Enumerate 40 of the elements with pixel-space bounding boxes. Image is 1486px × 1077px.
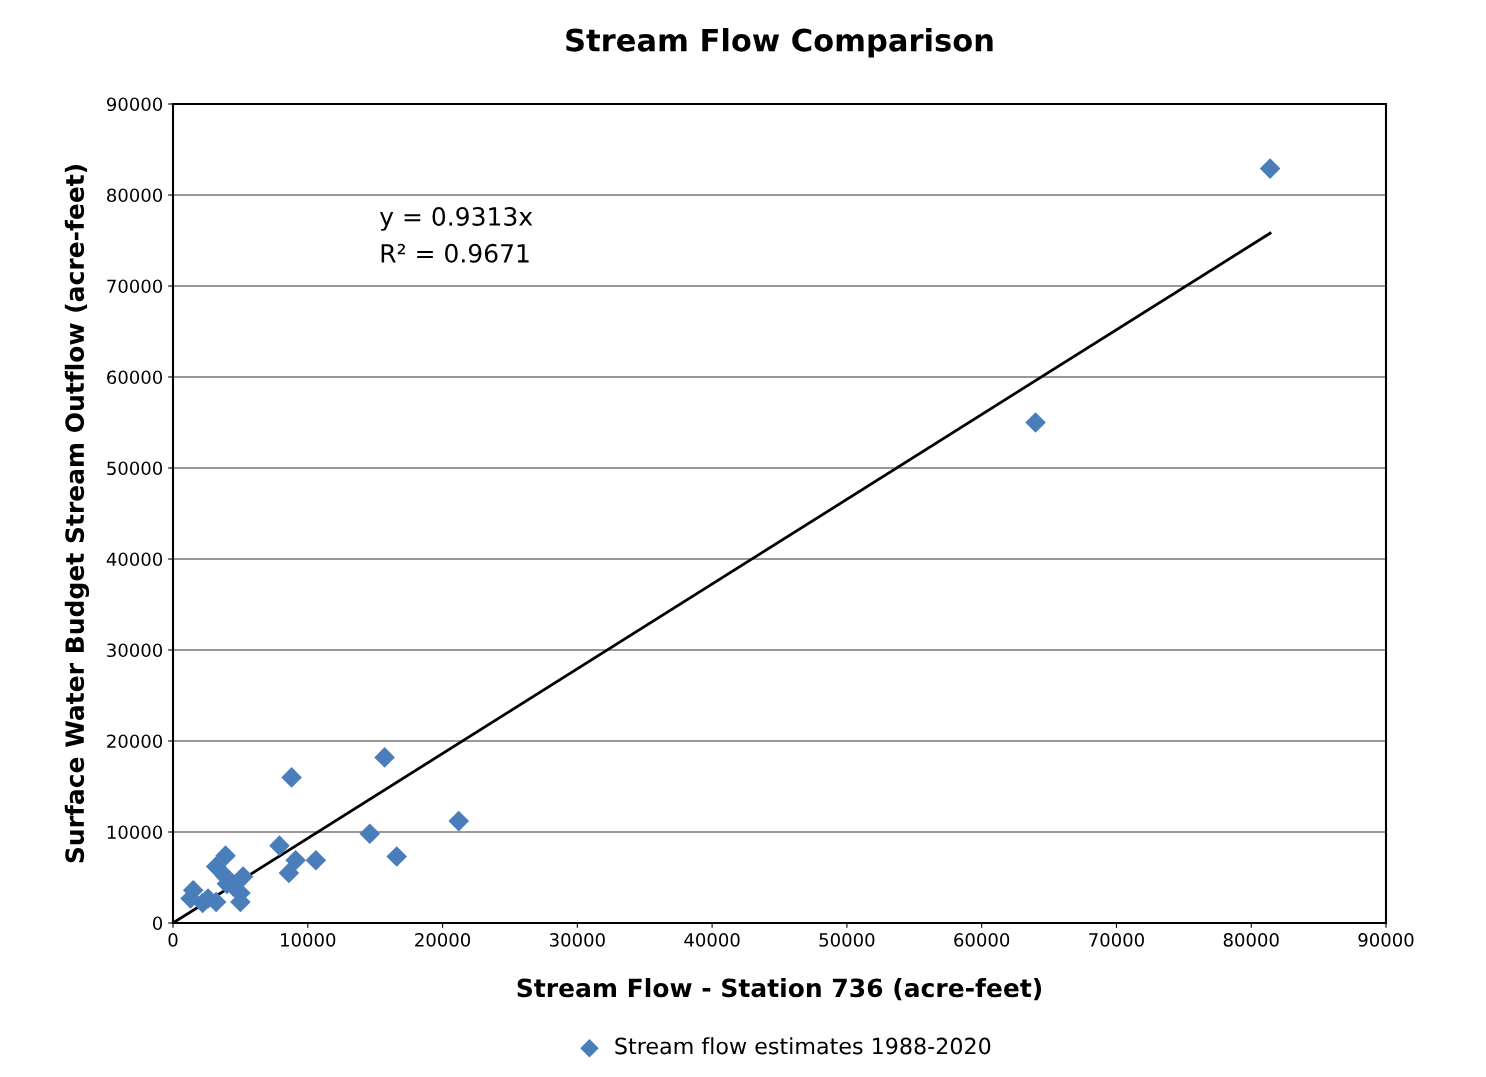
point [285, 849, 306, 871]
x-axis-title: Stream Flow - Station 736 (acre-feet) [517, 977, 1042, 1001]
point [1259, 158, 1281, 179]
point [374, 747, 395, 768]
x-tick-label: 30000 [549, 933, 605, 947]
point [448, 810, 470, 832]
x-tick-label: 20000 [415, 933, 471, 947]
x-tick-label: 0 [168, 933, 178, 947]
point [278, 862, 300, 884]
x-tick-label: 40000 [684, 933, 740, 947]
point [269, 835, 290, 856]
point [281, 767, 302, 788]
x-tick-label: 60000 [954, 933, 1010, 947]
point [232, 866, 254, 887]
y-tick-label: 80000 [107, 188, 163, 203]
y-tick-label: 0 [152, 916, 163, 931]
point [359, 823, 381, 845]
x-tick-label: 80000 [1223, 933, 1279, 947]
legend-label: Stream flow estimates 1988-2020 [615, 1037, 991, 1055]
x-tick-label: 10000 [281, 933, 336, 947]
y-tick-label: 30000 [107, 643, 163, 658]
chart-title: Stream Flow Comparison [566, 28, 993, 58]
point [386, 846, 408, 867]
y-tick-label: 50000 [107, 461, 163, 476]
point [205, 856, 227, 877]
y-tick-label: 40000 [106, 552, 163, 567]
point [215, 845, 236, 866]
y-tick-label: 70000 [107, 279, 163, 294]
point [1025, 412, 1046, 433]
y-tick-label: 90000 [106, 97, 163, 112]
y-tick-label: 10000 [107, 825, 163, 840]
annotation: y = 0.9313x [379, 207, 533, 231]
y-tick-label: 60000 [107, 370, 163, 385]
x-tick-label: 90000 [1358, 933, 1414, 947]
y-tick-label: 20000 [107, 734, 163, 749]
y-axis-title: Surface Water Budget Stream Outflow (acre-feet) [64, 164, 90, 863]
annotation: R² = 0.9671 [381, 243, 529, 263]
x-tick-label: 70000 [1089, 933, 1144, 947]
point [305, 849, 327, 871]
x-tick-label: 50000 [819, 933, 875, 947]
